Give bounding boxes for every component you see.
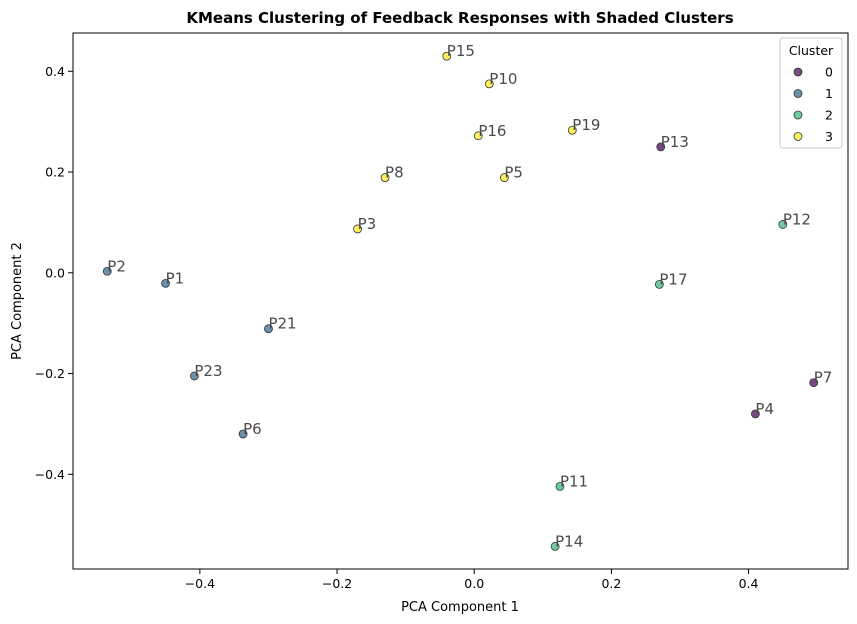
data-point (778, 220, 788, 229)
data-point (238, 429, 248, 439)
data-point (473, 131, 483, 141)
data-point-label: P2 (107, 257, 126, 275)
data-point (656, 142, 666, 152)
data-point (550, 541, 560, 551)
legend-entry-label: 0 (825, 65, 833, 80)
y-axis: −0.4 −0.2 0.0 0.2 0.4 (35, 64, 73, 482)
data-point-label: P5 (504, 164, 523, 182)
data-point-label: P16 (478, 122, 506, 140)
data-point (353, 224, 363, 234)
data-point (484, 79, 494, 89)
legend-entry-label: 3 (825, 129, 833, 144)
y-tick-label: 0.2 (45, 165, 65, 180)
legend: Cluster 0 1 2 3 (779, 37, 843, 149)
legend-marker (793, 67, 803, 77)
x-tick-label: −0.4 (185, 576, 215, 591)
data-point-label: P7 (814, 369, 833, 387)
data-point-label: P6 (243, 420, 262, 438)
plot-area (72, 32, 849, 570)
x-tick-label: 0.0 (464, 576, 484, 591)
legend-entry-label: 2 (825, 108, 833, 123)
data-point-label: P3 (358, 215, 377, 233)
data-point (751, 409, 760, 419)
data-point-label: P12 (783, 210, 811, 228)
data-point-label: P11 (560, 472, 588, 490)
y-axis-label: PCA Component 2 (10, 242, 25, 360)
data-point (264, 324, 273, 334)
data-points (102, 51, 819, 551)
x-axis: −0.4 −0.2 0.0 0.2 0.4 (185, 569, 759, 591)
data-point (499, 173, 509, 182)
data-point (442, 51, 452, 61)
data-point (567, 125, 577, 135)
data-point-label: P23 (194, 362, 222, 380)
data-point-label: P17 (659, 270, 687, 288)
data-point-label: P21 (268, 315, 296, 333)
data-point (380, 173, 390, 182)
chart-title: KMeans Clustering of Feedback Responses … (186, 9, 733, 27)
data-point (809, 378, 819, 388)
data-point-label: P15 (447, 42, 475, 60)
legend-title: Cluster (789, 43, 834, 58)
data-point-label: P1 (166, 269, 185, 287)
legend-marker (793, 110, 803, 120)
point-labels: P15 P10 P19 P16 P13 P8 P5 P12 P3 P2 P1 P17 P21 P23 P7 P… (107, 42, 832, 550)
x-tick-label: 0.2 (601, 576, 621, 591)
data-point-label: P13 (661, 133, 689, 151)
data-point-label: P19 (572, 116, 600, 134)
data-point-label: P8 (385, 164, 404, 182)
data-point (654, 279, 664, 289)
y-tick-label: −0.4 (35, 467, 65, 482)
y-tick-label: 0.4 (45, 64, 65, 79)
data-point (102, 266, 112, 276)
legend-marker (793, 132, 803, 141)
legend-entry-label: 1 (825, 86, 833, 101)
legend-box (779, 37, 843, 149)
data-point (555, 481, 565, 491)
data-point (161, 278, 170, 288)
y-tick-label: −0.2 (35, 366, 65, 381)
data-point (189, 371, 199, 381)
data-point-label: P14 (555, 532, 583, 550)
legend-marker (793, 89, 803, 98)
y-tick-label: 0.0 (45, 265, 65, 280)
x-tick-label: −0.2 (322, 576, 352, 591)
data-point-label: P10 (489, 70, 517, 88)
data-point-label: P4 (755, 400, 774, 418)
x-axis-label: PCA Component 1 (401, 600, 519, 615)
x-tick-label: 0.4 (739, 576, 759, 591)
